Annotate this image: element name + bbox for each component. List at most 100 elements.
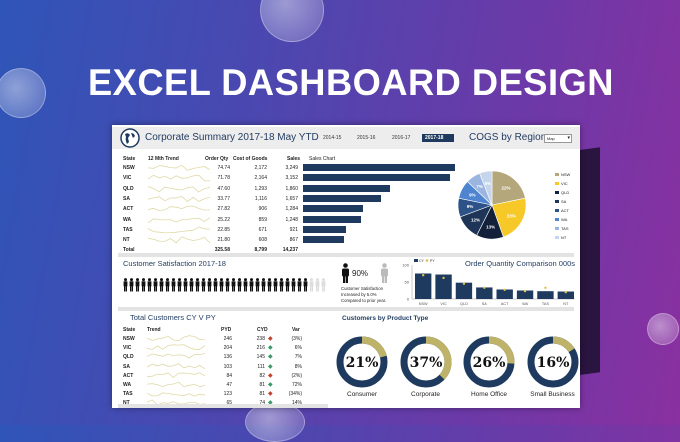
legend-label: VIC [561, 181, 568, 186]
down-indicator-icon: ◆ [268, 391, 273, 398]
donut-label: Small Business [530, 391, 575, 398]
donut-percent: 21% [346, 355, 379, 371]
legend-py: PY [430, 259, 435, 263]
row-qty: 22.85 [217, 226, 230, 233]
divider [118, 253, 574, 257]
donut-fill [336, 336, 388, 388]
tab-year-2014-15[interactable]: 2014-15 [323, 135, 342, 141]
sales-bar [303, 184, 391, 192]
tab-year-2017-18[interactable]: 2017-18 [422, 134, 454, 142]
person-icon [261, 278, 266, 292]
donut-percent: 16% [536, 355, 569, 371]
cy-bar [476, 287, 493, 299]
legend-swatch [555, 209, 559, 212]
row-state: VIC [123, 175, 132, 182]
row-cogs: 671 [258, 226, 267, 233]
pie-label: 6% [485, 181, 492, 186]
person-icon [141, 278, 146, 292]
trend-sparkline [147, 195, 211, 203]
sales-bar [303, 194, 381, 202]
sparkline [147, 185, 211, 193]
trend-sparkline [147, 226, 211, 234]
x-tick-label: QLD [460, 302, 468, 306]
person-icon [303, 278, 308, 292]
trend-sparkline [147, 236, 211, 244]
row-state: NSW [123, 336, 135, 342]
trend-sparkline [146, 344, 206, 351]
row-cyd: 74 [245, 400, 265, 406]
legend-swatch [555, 173, 559, 176]
row-var: 7% [294, 354, 302, 361]
row-state: QLD [123, 185, 134, 192]
tab-year-2015-16[interactable]: 2015-16 [357, 135, 376, 141]
trend-sparkline [146, 362, 206, 369]
sparkline [146, 381, 206, 388]
x-tick-label: SA [482, 302, 488, 306]
sparkline [146, 344, 206, 351]
py-marker [523, 289, 527, 293]
person-icon [225, 278, 230, 292]
x-tick-label: VIC [440, 302, 447, 306]
cy-bar [557, 291, 574, 299]
sparkline [146, 335, 206, 342]
row-sales: 1,284 [285, 206, 298, 213]
row-state: ACT [123, 206, 134, 213]
cy-bar [455, 282, 473, 299]
col-state: State [123, 327, 136, 333]
legend-swatch [555, 218, 559, 221]
py-marker [544, 286, 547, 289]
row-state: VIC [123, 345, 132, 352]
sparkline [147, 205, 211, 212]
person-icon [147, 278, 152, 292]
person-icon [207, 278, 212, 292]
row-qty: 47.60 [217, 185, 230, 192]
row-cyd: 81 [259, 391, 265, 398]
sales-bar [303, 174, 451, 182]
row-pyd: 47 [226, 382, 232, 388]
donut-fill [463, 336, 515, 388]
row-pyd: 84 [226, 372, 232, 379]
pie-label: 9% [469, 192, 476, 197]
row-pyd: 65 [212, 400, 232, 406]
row-sales: 921 [289, 226, 298, 233]
chevron-down-icon: ▾ [567, 135, 570, 141]
row-cogs: 2,164 [254, 175, 267, 182]
decor-circle [245, 402, 305, 442]
legend-swatch [555, 182, 559, 185]
divider [118, 404, 328, 408]
person-icon [243, 278, 248, 292]
person-icon [213, 278, 218, 292]
person-icon [285, 278, 290, 292]
up-indicator-icon: ◆ [268, 363, 273, 370]
trend-sparkline [146, 335, 206, 342]
py-marker [462, 282, 466, 285]
person-icon [231, 278, 236, 292]
x-tick-label: ACT [501, 302, 509, 306]
y-tick-label: 50 [405, 280, 410, 285]
sparkline [146, 372, 206, 378]
row-cogs: 906 [258, 206, 267, 213]
cy-bar [415, 273, 432, 299]
row-state: NT [123, 237, 130, 244]
tab-year-2016-17[interactable]: 2016-17 [392, 135, 411, 141]
up-indicator-icon: ◆ [268, 345, 273, 352]
row-var: 72% [291, 382, 302, 388]
trend-sparkline [147, 185, 211, 193]
decor-circle [260, 0, 324, 42]
trend-sparkline [146, 353, 206, 359]
row-state: SA [123, 195, 130, 202]
person-icon [159, 278, 164, 292]
donut-percent: 37% [409, 355, 442, 371]
legend-swatch [555, 200, 559, 203]
trend-sparkline [147, 205, 211, 212]
py-marker [564, 291, 568, 294]
page-title: Corporate Summary 2017-18 May YTD [145, 132, 319, 143]
row-cogs: 608 [258, 237, 267, 244]
person-icon [315, 278, 320, 292]
region-dropdown[interactable]: Map ▾ [544, 134, 572, 143]
row-qty: 21.80 [217, 237, 230, 244]
row-qty: 27.82 [217, 206, 230, 213]
col-trend: Trend [147, 327, 161, 333]
sparkline [147, 236, 211, 244]
row-sales: 1,248 [285, 216, 298, 223]
